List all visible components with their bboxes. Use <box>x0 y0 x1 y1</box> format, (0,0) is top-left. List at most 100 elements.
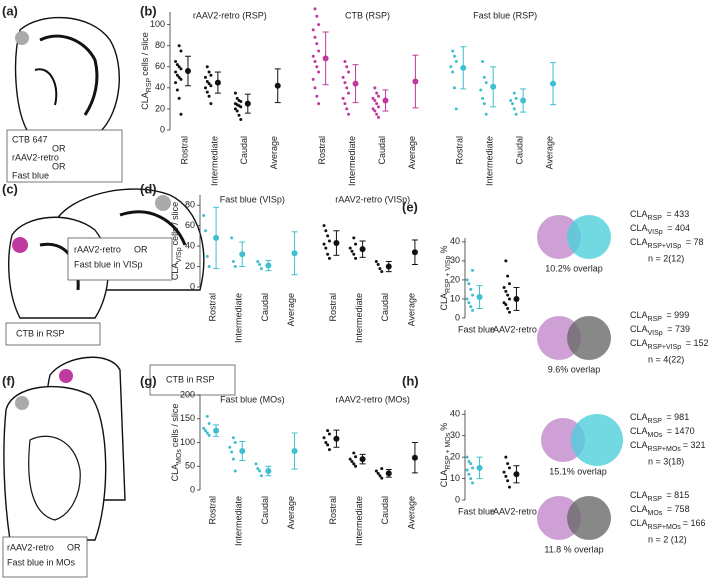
data-point <box>504 289 508 293</box>
data-point <box>352 462 356 466</box>
data-point <box>233 441 237 444</box>
data-point <box>451 70 455 74</box>
mean-marker <box>460 64 467 71</box>
mean-marker <box>412 78 419 85</box>
data-point <box>452 86 456 90</box>
data-point <box>239 117 243 121</box>
data-point <box>313 60 317 64</box>
y-axis-label: CLARSPcells / slice <box>140 32 152 109</box>
data-point <box>350 460 354 463</box>
x-tick-label: Rostral <box>207 496 217 525</box>
data-point <box>327 239 331 243</box>
data-point <box>311 28 315 32</box>
data-point <box>324 441 328 444</box>
x-tick-label: Intermediate <box>354 496 364 546</box>
venn-count-main: CLA <box>630 324 648 334</box>
data-point <box>482 75 486 79</box>
mean-marker <box>184 68 191 74</box>
data-point <box>469 477 473 481</box>
data-point <box>203 429 207 433</box>
data-point <box>380 476 384 480</box>
data-point <box>343 81 347 85</box>
data-point <box>179 112 183 116</box>
data-point <box>326 252 330 256</box>
y-tick-label: 20 <box>450 274 460 284</box>
venn-count-rest: = 433 <box>664 209 689 219</box>
data-point <box>471 268 475 272</box>
venn-count-rest: = 981 <box>664 412 689 422</box>
data-point <box>376 115 380 119</box>
data-point <box>315 42 319 46</box>
data-point <box>205 254 209 258</box>
data-point <box>207 422 211 425</box>
data-point <box>235 109 239 113</box>
series-title: rAAV2-retro (MOs) <box>336 394 410 404</box>
data-point <box>324 229 328 233</box>
data-point <box>233 91 237 95</box>
data-point <box>512 107 516 111</box>
y-tick-label: 0 <box>160 124 165 134</box>
x-tick-label: rAAV2-retro <box>490 324 537 334</box>
brain-section <box>14 16 120 133</box>
data-point <box>231 259 235 263</box>
data-point <box>231 436 235 440</box>
venn-count-main: CLA <box>630 223 648 233</box>
y-tick-label: 80 <box>185 200 195 210</box>
venn-count: CLAVISp = 739 <box>630 324 690 336</box>
data-point <box>371 96 375 100</box>
data-point <box>352 451 356 455</box>
y-tick-label: 60 <box>155 61 165 71</box>
venn-right <box>567 316 611 360</box>
data-point <box>352 236 356 240</box>
schematic-label: OR <box>52 143 66 153</box>
y-axis-label-rest: cells / slice <box>170 202 180 246</box>
data-point <box>451 49 455 53</box>
data-point <box>471 481 475 485</box>
injection-site <box>155 195 171 211</box>
schematic-label: rAAV2-retro <box>12 152 59 162</box>
data-point <box>327 432 331 436</box>
y-tick-label: 40 <box>450 236 460 246</box>
data-point <box>209 102 213 106</box>
data-point <box>179 77 183 81</box>
y-tick-label: 100 <box>150 19 165 29</box>
data-point <box>507 310 511 314</box>
data-point <box>341 75 345 79</box>
data-point <box>233 265 237 269</box>
data-point <box>350 249 354 253</box>
data-point <box>467 282 471 286</box>
venn-right <box>567 215 611 259</box>
data-point <box>326 234 330 238</box>
data-point <box>317 70 321 74</box>
data-point <box>376 105 380 109</box>
y-tick-label: 30 <box>450 255 460 265</box>
data-point <box>465 297 469 301</box>
y-axis-label-main: CLA <box>439 293 449 311</box>
data-point <box>259 474 263 478</box>
data-point <box>343 102 347 106</box>
data-point <box>506 306 510 310</box>
y-tick-label: 150 <box>180 413 195 423</box>
mean-marker <box>239 448 246 455</box>
data-point <box>507 466 511 470</box>
mean-marker <box>359 456 366 463</box>
venn-right <box>567 496 611 540</box>
y-tick-label: 10 <box>450 473 460 483</box>
data-point <box>209 73 213 77</box>
data-point <box>256 259 260 263</box>
data-point <box>514 96 518 100</box>
x-tick-label: Average <box>269 136 279 169</box>
data-point <box>207 265 211 269</box>
data-point <box>233 469 237 473</box>
x-tick-label: Intermediate <box>347 136 357 186</box>
data-point <box>179 67 183 71</box>
brain-tract <box>34 68 58 106</box>
y-axis-label-rest: % <box>439 423 449 431</box>
venn-count: CLARSP+VISp = 152 <box>630 338 708 350</box>
mean-marker <box>385 263 392 270</box>
venn-count-rest: = 1470 <box>664 426 694 436</box>
data-point <box>345 86 349 90</box>
data-point <box>175 73 179 77</box>
data-point <box>465 468 469 472</box>
x-tick-label: Intermediate <box>209 136 219 186</box>
